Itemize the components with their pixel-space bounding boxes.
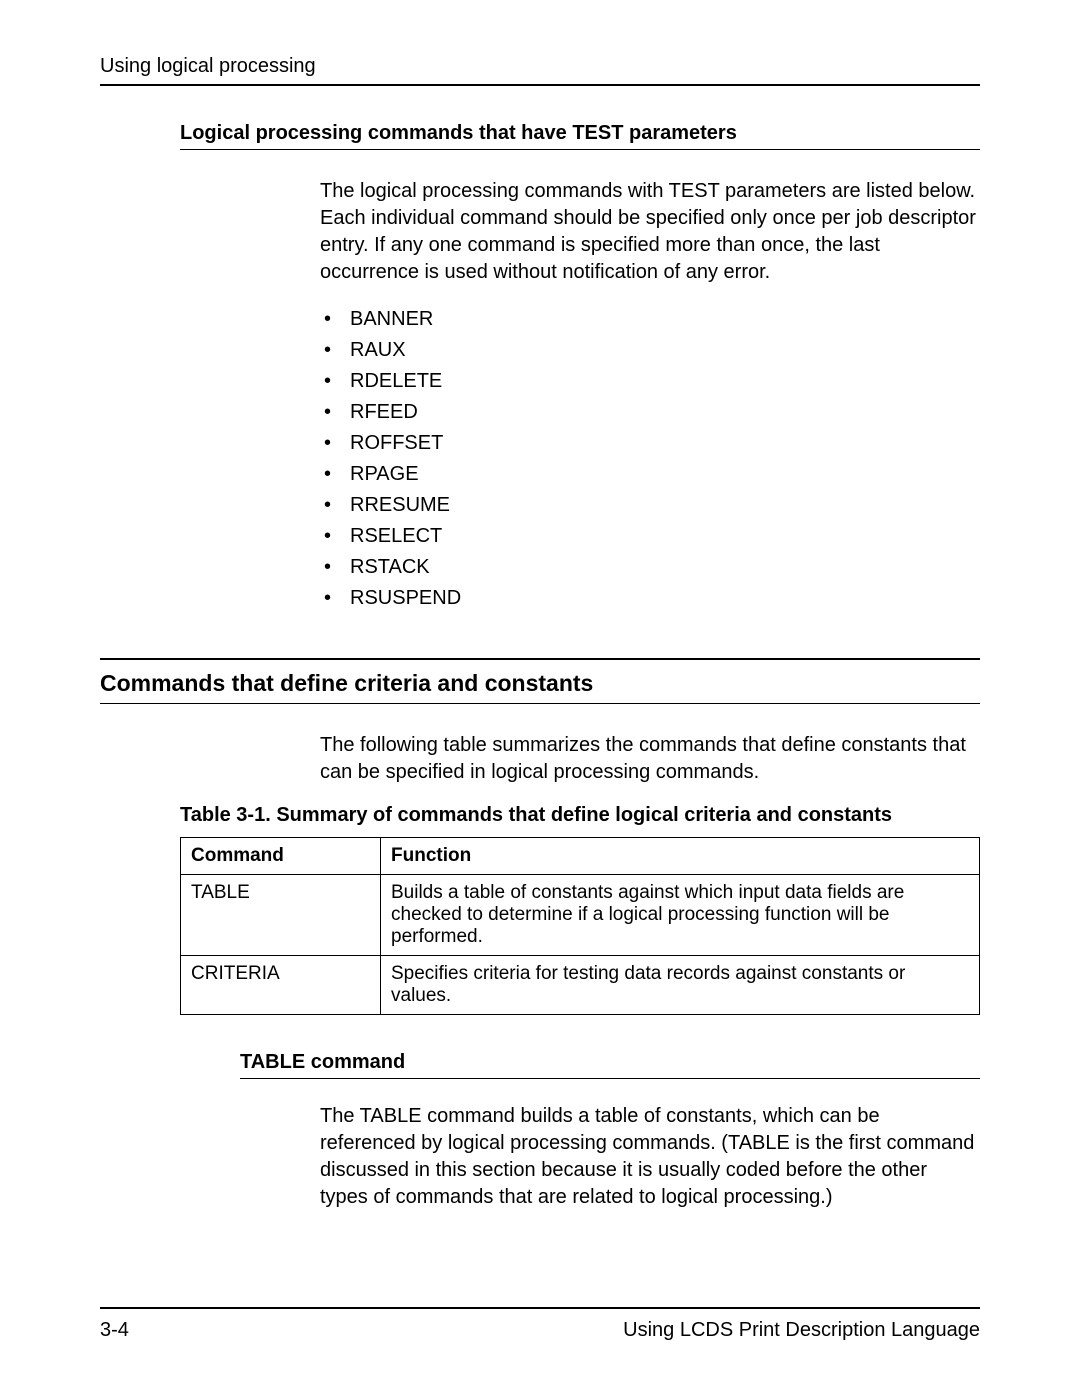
commands-table: Command Function TABLE Builds a table of… — [180, 837, 980, 1015]
column-header-command: Command — [181, 838, 381, 875]
table-row: CRITERIA Specifies criteria for testing … — [181, 956, 980, 1015]
section2-intro: The following table summarizes the comma… — [320, 732, 980, 786]
list-item: ROFFSET — [320, 428, 980, 459]
list-item: RAUX — [320, 335, 980, 366]
running-header: Using logical processing — [100, 55, 980, 86]
list-item: BANNER — [320, 304, 980, 335]
cell-function: Builds a table of constants against whic… — [381, 875, 980, 956]
column-header-function: Function — [381, 838, 980, 875]
page-number: 3-4 — [100, 1319, 129, 1342]
list-item: RSUSPEND — [320, 583, 980, 614]
section-heading-criteria-constants: Commands that define criteria and consta… — [100, 658, 980, 704]
subsection-heading-test-params: Logical processing commands that have TE… — [180, 122, 980, 150]
table-row: TABLE Builds a table of constants agains… — [181, 875, 980, 956]
cell-function: Specifies criteria for testing data reco… — [381, 956, 980, 1015]
section1-intro: The logical processing commands with TES… — [320, 178, 980, 286]
list-item: RSTACK — [320, 552, 980, 583]
list-item: RDELETE — [320, 366, 980, 397]
page-footer: 3-4 Using LCDS Print Description Languag… — [100, 1307, 980, 1342]
table-caption: Table 3-1. Summary of commands that defi… — [180, 804, 980, 827]
list-item: RRESUME — [320, 490, 980, 521]
list-item: RSELECT — [320, 521, 980, 552]
table-header-row: Command Function — [181, 838, 980, 875]
list-item: RFEED — [320, 397, 980, 428]
section3-body: The TABLE command builds a table of cons… — [320, 1103, 980, 1211]
footer-title: Using LCDS Print Description Language — [623, 1319, 980, 1342]
subsection-heading-table-command: TABLE command — [240, 1051, 980, 1079]
test-commands-list: BANNER RAUX RDELETE RFEED ROFFSET RPAGE … — [320, 304, 980, 614]
list-item: RPAGE — [320, 459, 980, 490]
cell-command: CRITERIA — [181, 956, 381, 1015]
cell-command: TABLE — [181, 875, 381, 956]
